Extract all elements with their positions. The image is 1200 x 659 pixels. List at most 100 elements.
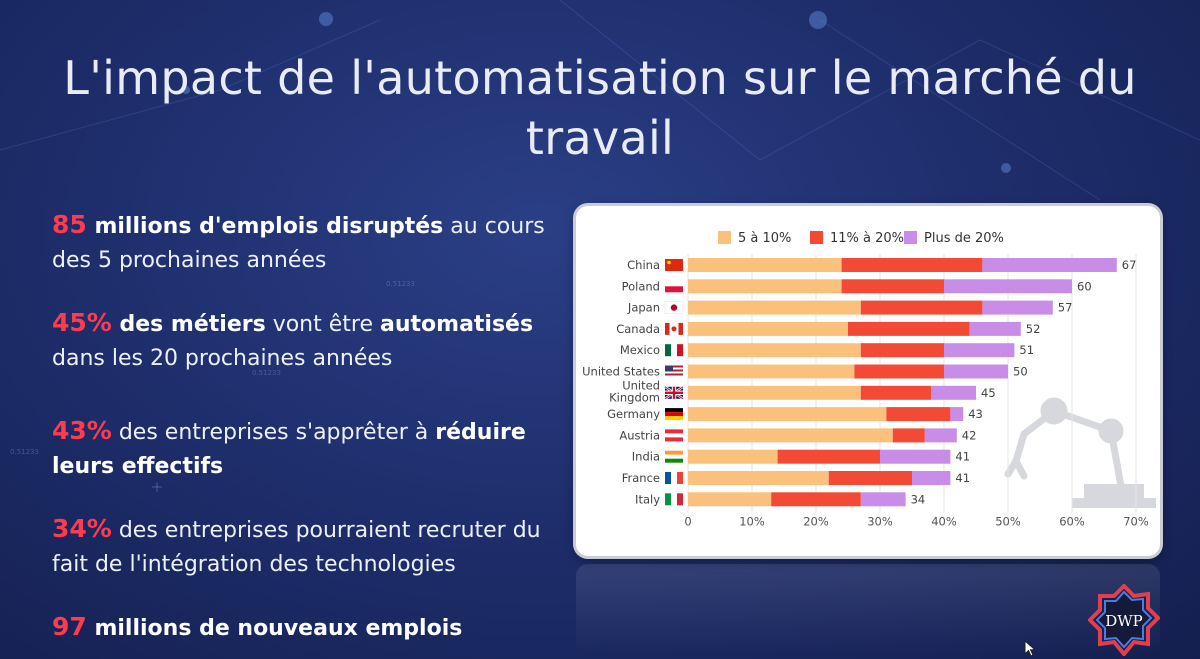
chart-reflection — [576, 564, 1160, 654]
legend-swatch — [718, 231, 731, 244]
stat-bold: automatisés — [380, 312, 534, 337]
bar-segment — [771, 492, 861, 507]
bar-segment — [688, 428, 893, 443]
chart-category-labels: China Poland Japan Canada Mexico United State… — [582, 258, 660, 506]
total-label: 41 — [955, 471, 970, 485]
stat-bold: des métiers — [111, 312, 266, 337]
category-label: United States — [582, 365, 660, 379]
stat-number: 45% — [52, 308, 112, 337]
category-label: Japan — [627, 301, 660, 315]
stat-text: des entreprises pourraient recruter du f… — [52, 518, 541, 577]
bar-segment — [688, 279, 842, 294]
bar-segment — [777, 449, 880, 464]
stat-text: vont être — [265, 312, 380, 337]
bar-segment — [688, 300, 861, 315]
total-label: 41 — [955, 450, 970, 464]
category-label: India — [632, 450, 660, 464]
category-label: Germany — [607, 407, 660, 421]
total-label: 67 — [1122, 258, 1137, 272]
chart-flags — [664, 259, 684, 506]
total-label: 34 — [911, 492, 926, 506]
total-label: 50 — [1013, 365, 1028, 379]
bar-segment — [944, 364, 1008, 379]
bar-segment — [982, 300, 1053, 315]
bar-segment — [860, 492, 906, 507]
bar-segment — [969, 321, 1021, 336]
x-tick-label: 30% — [867, 515, 893, 529]
stat-number: 43% — [52, 416, 112, 445]
legend-label: Plus de 20% — [924, 231, 1004, 246]
bar-segment — [841, 258, 983, 272]
chart-grid — [687, 254, 1137, 514]
legend-swatch — [810, 231, 823, 244]
bar-segment — [841, 279, 944, 294]
bar-segment — [688, 449, 778, 464]
x-tick-label: 0 — [684, 515, 691, 529]
flag-icon — [665, 259, 683, 271]
chart-card: 5 à 10% 11% à 20% Plus de 20% China Poland J… — [576, 206, 1160, 556]
chart-legend: 5 à 10% 11% à 20% Plus de 20% — [718, 231, 1004, 246]
bar-segment — [880, 449, 951, 464]
bar-segment — [950, 407, 964, 422]
bar-segment — [860, 343, 944, 358]
flag-icon — [665, 280, 683, 293]
bar-segment — [688, 385, 861, 400]
flag-icon — [664, 385, 684, 400]
bar-segment — [688, 471, 829, 485]
category-label: United Kingdom — [609, 379, 660, 405]
total-label: 57 — [1058, 301, 1073, 315]
stat-item-jobs-disrupted: 85 millions d'emplois disruptés au cours… — [52, 208, 562, 278]
stat-text: des entreprises s'apprêter à — [111, 420, 436, 445]
category-label: Canada — [616, 322, 660, 336]
stat-item-new-jobs: 97 millions de nouveaux emplois — [52, 610, 562, 646]
legend-label: 5 à 10% — [738, 231, 791, 246]
total-label: 60 — [1077, 279, 1092, 293]
category-label: Italy — [635, 492, 660, 506]
dwp-logo: DWP — [1088, 584, 1160, 656]
bar-segment — [912, 471, 951, 485]
x-tick-label: 10% — [739, 515, 765, 529]
total-label: 52 — [1026, 322, 1041, 336]
flag-icon — [665, 365, 683, 378]
bar-segment — [828, 471, 912, 485]
category-label: China — [627, 258, 660, 272]
legend-label: 11% à 20% — [830, 231, 904, 246]
page-title: L'impact de l'automatisation sur le marc… — [63, 51, 1137, 165]
flag-icon — [665, 472, 683, 484]
x-tick-label: 70% — [1123, 515, 1149, 529]
stat-text: dans les 20 prochaines années — [52, 346, 393, 371]
bar-segment — [924, 428, 957, 443]
flag-icon — [665, 408, 683, 421]
flag-icon — [664, 301, 684, 314]
bar-segment — [982, 258, 1117, 272]
category-label: Mexico — [620, 343, 660, 357]
total-label: 51 — [1019, 343, 1034, 357]
category-label: Poland — [622, 279, 660, 293]
bar-segment — [860, 385, 932, 400]
x-tick-label: 20% — [803, 515, 829, 529]
bar-segment — [944, 279, 1072, 294]
bar-segment — [688, 343, 861, 358]
stat-bold: millions de nouveaux emplois — [86, 616, 463, 641]
stat-bold: millions d'emplois disruptés — [86, 214, 444, 239]
stacked-bar-chart: 5 à 10% 11% à 20% Plus de 20% China Poland J… — [582, 231, 1156, 529]
bar-segment — [854, 364, 944, 379]
bar-segment — [892, 428, 925, 443]
stat-text: au cours des 5 prochaines années — [52, 214, 545, 273]
logo-text: DWP — [1105, 612, 1143, 630]
flag-icon — [665, 322, 683, 335]
stat-item-jobs-automated: 45% des métiers vont être automatisés da… — [52, 306, 562, 376]
total-label: 45 — [981, 386, 996, 400]
total-label: 43 — [968, 407, 983, 421]
bar-segment — [688, 364, 855, 379]
flag-icon — [665, 429, 683, 442]
flag-icon — [665, 493, 683, 506]
bar-segment — [688, 407, 887, 422]
bar-segment — [688, 492, 772, 507]
svg-text:0.51233: 0.51233 — [386, 280, 415, 288]
flag-icon — [665, 450, 683, 463]
bar-segment — [848, 321, 970, 336]
bar-segment — [944, 343, 1015, 358]
bar-segment — [688, 321, 848, 336]
x-tick-label: 60% — [1059, 515, 1085, 529]
